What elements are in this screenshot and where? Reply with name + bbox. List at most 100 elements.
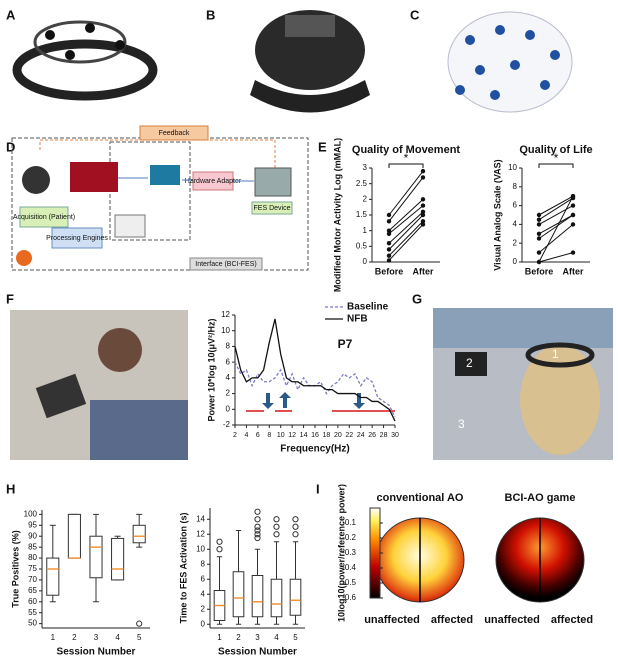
point (570, 250, 576, 255)
point (386, 212, 392, 218)
point (386, 231, 392, 236)
annotation: P7 (338, 337, 353, 351)
processing-box (51, 227, 103, 249)
y-tick-label: 6 (201, 574, 206, 583)
point (386, 228, 392, 233)
outlier (136, 620, 143, 627)
pair-line (388, 211, 424, 244)
y-tick-label: 10 (508, 163, 517, 172)
point (386, 253, 392, 258)
box (89, 535, 103, 579)
x-tick-label: 24 (357, 432, 365, 439)
hardware-box (192, 171, 234, 191)
point (386, 241, 392, 246)
band-markers (246, 392, 395, 412)
x-tick-label: 1 (51, 633, 56, 642)
point (570, 194, 576, 199)
y-tick-label: 14 (196, 514, 205, 523)
point (420, 222, 426, 227)
pair-line (388, 220, 424, 257)
pair-line (388, 198, 424, 232)
outlier (216, 546, 223, 553)
y-tick-label: 60 (28, 597, 37, 606)
x-axis-label: Frequency(Hz) (280, 444, 349, 455)
pair-line (538, 205, 574, 225)
y-tick-label: 100 (24, 509, 38, 518)
region-label: unaffected (364, 614, 420, 626)
significance: * (404, 151, 409, 165)
box (67, 513, 81, 559)
pair-line (388, 214, 424, 250)
y-tick-label: 85 (28, 542, 37, 551)
fes-device (254, 167, 292, 197)
legend-label: Baseline (347, 302, 389, 313)
x-tick-label: 2 (72, 633, 77, 642)
x-tick-label: 12 (288, 432, 296, 439)
significance: * (554, 151, 559, 165)
photo-f (10, 310, 188, 460)
laptop (70, 162, 118, 192)
y-tick-label: 8 (513, 182, 518, 191)
y-axis-label: Visual Analog Scale (VAS) (492, 159, 502, 270)
screen (114, 214, 146, 238)
point (386, 247, 392, 252)
panel-letter: D (6, 139, 15, 154)
point (570, 212, 576, 218)
point (386, 258, 392, 263)
x-tick-label: 1 (217, 633, 222, 642)
feedback-label: Feedback (159, 130, 190, 137)
box (111, 537, 125, 581)
interface-label: Interface (BCI-FES) (195, 261, 256, 268)
region-label: affected (431, 614, 473, 626)
x-tick-label: 18 (323, 432, 331, 439)
panel-letter: C (410, 7, 420, 22)
outlier (273, 523, 280, 530)
x-tick-label: 2 (233, 432, 237, 439)
pair-line (388, 224, 424, 261)
y-axis-label: True Positives (%) (10, 530, 20, 608)
x-tick-label: 28 (380, 432, 388, 439)
photo-cap-c (447, 11, 573, 113)
y-tick-label: 4 (226, 373, 231, 382)
y-tick-label: 0 (513, 257, 518, 266)
chart-title: Quality of Movement (352, 144, 461, 156)
y-tick-label: 2.5 (356, 179, 368, 188)
y-tick-label: -0.4 (342, 563, 356, 572)
series-line (234, 361, 396, 418)
panel-letter: B (206, 7, 215, 22)
legend-label: NFB (347, 314, 368, 325)
charts: 0 0.5 1 1.5 2 2.5 3 Modified Motor Activity Log… (10, 138, 593, 658)
pair-line (388, 205, 424, 235)
outlier (273, 516, 280, 523)
outlier (216, 538, 223, 545)
x-tick-label: 4 (115, 633, 120, 642)
y-axis-label: Modified Motor Activity Log (mMAL) (332, 138, 342, 292)
point (420, 209, 426, 215)
pair-line (538, 214, 574, 235)
y-tick-label: 0 (363, 257, 368, 266)
x-axis-label: Session Number (218, 647, 297, 658)
pair-line (388, 177, 424, 222)
x-tick-label: 14 (300, 432, 308, 439)
y-tick-label: 2 (513, 238, 518, 247)
pair-line (388, 170, 424, 216)
point (420, 203, 426, 208)
x-tick-label: 5 (293, 633, 298, 642)
x-axis-label: Session Number (57, 647, 136, 658)
y-tick-label: 50 (28, 619, 37, 628)
y-tick-label: 75 (28, 564, 37, 573)
point (570, 222, 576, 227)
y-tick-label: 2 (363, 194, 368, 203)
y-tick-label: 10 (221, 326, 230, 335)
interface-box (189, 257, 263, 271)
y-tick-label: 80 (28, 553, 37, 562)
panel-letter: A (6, 7, 16, 22)
box (46, 557, 60, 596)
pair-line (538, 195, 574, 263)
y-tick-label: -0.5 (342, 578, 356, 587)
y-axis-label: Power 10*log 10(μV²/Hz) (206, 318, 216, 421)
x-tick-label: 10 (277, 432, 285, 439)
point (536, 231, 542, 236)
region-label: affected (551, 614, 593, 626)
